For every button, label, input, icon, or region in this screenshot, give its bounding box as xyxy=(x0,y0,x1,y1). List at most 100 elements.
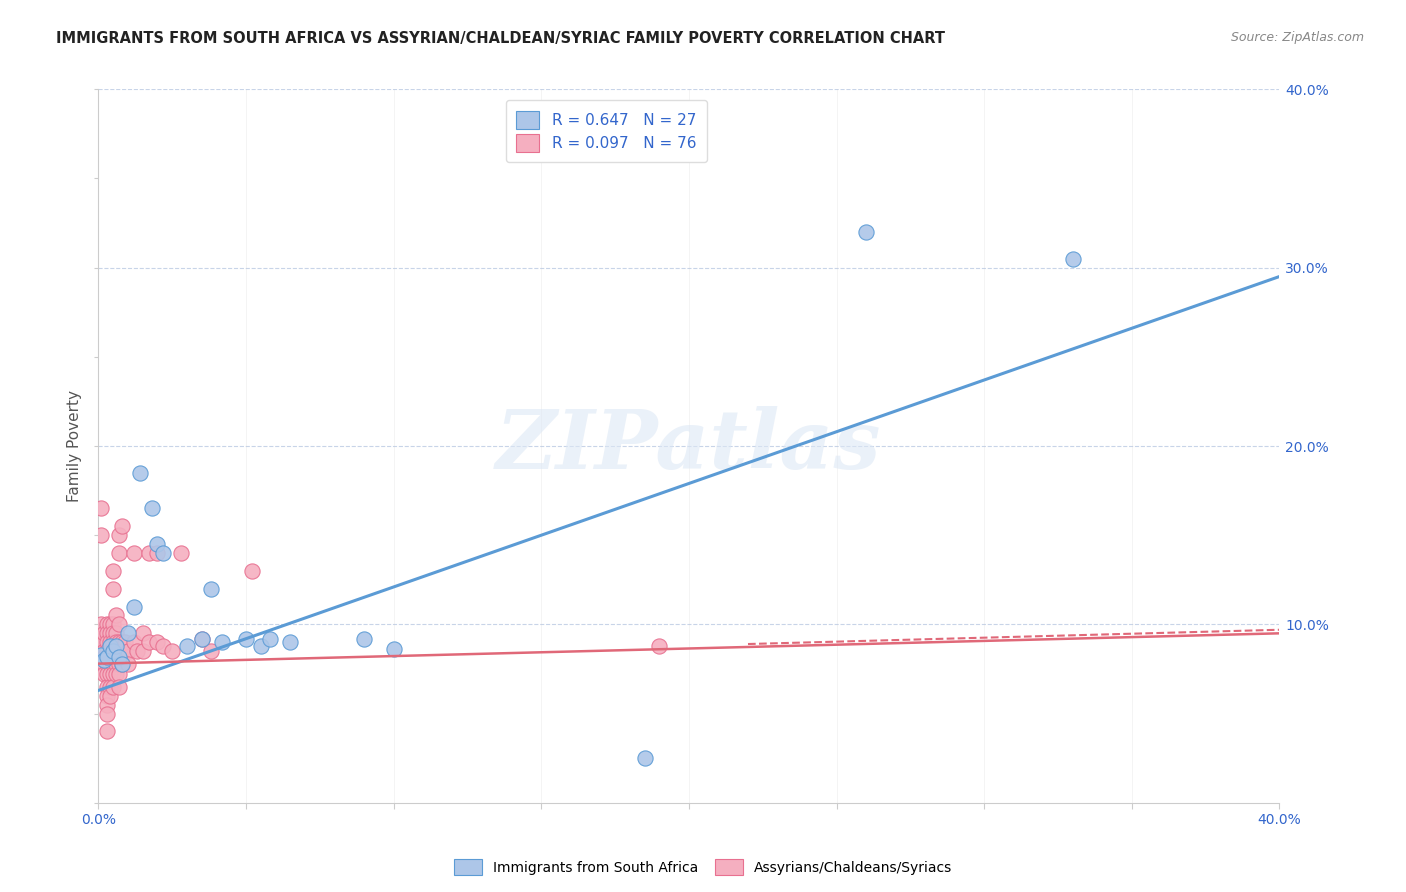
Point xyxy=(93,653,115,667)
Point xyxy=(200,582,222,596)
Point xyxy=(648,639,671,653)
Point xyxy=(855,225,877,239)
Point xyxy=(103,667,125,681)
Point xyxy=(117,657,139,671)
Point xyxy=(146,537,169,551)
Point xyxy=(103,644,125,658)
Point xyxy=(146,546,169,560)
Point xyxy=(103,626,125,640)
Point xyxy=(96,626,118,640)
Point xyxy=(108,680,131,694)
Point xyxy=(152,639,174,653)
Point xyxy=(96,724,118,739)
Point xyxy=(117,644,139,658)
Point xyxy=(122,635,145,649)
Point xyxy=(93,667,115,681)
Point xyxy=(200,644,222,658)
Point xyxy=(93,657,115,671)
Point xyxy=(103,582,125,596)
Legend: R = 0.647   N = 27, R = 0.097   N = 76: R = 0.647 N = 27, R = 0.097 N = 76 xyxy=(506,101,707,162)
Point xyxy=(191,632,214,646)
Point xyxy=(96,689,118,703)
Point xyxy=(90,501,112,516)
Point xyxy=(98,649,121,664)
Point xyxy=(111,635,134,649)
Point xyxy=(122,599,145,614)
Point xyxy=(633,751,655,765)
Point xyxy=(170,546,193,560)
Point xyxy=(93,649,115,664)
Point xyxy=(93,626,115,640)
Point xyxy=(125,644,148,658)
Point xyxy=(96,635,118,649)
Point xyxy=(111,644,134,658)
Point xyxy=(138,635,160,649)
Point xyxy=(108,617,131,632)
Point xyxy=(240,564,263,578)
Point xyxy=(382,642,405,657)
Point xyxy=(138,546,160,560)
Point xyxy=(93,635,115,649)
Point xyxy=(235,632,257,646)
Point xyxy=(278,635,302,649)
Point xyxy=(108,644,131,658)
Text: ZIPatlas: ZIPatlas xyxy=(496,406,882,486)
Text: IMMIGRANTS FROM SOUTH AFRICA VS ASSYRIAN/CHALDEAN/SYRIAC FAMILY POVERTY CORRELAT: IMMIGRANTS FROM SOUTH AFRICA VS ASSYRIAN… xyxy=(56,31,945,46)
Point xyxy=(96,667,118,681)
Point xyxy=(105,635,128,649)
Point xyxy=(176,639,198,653)
Point xyxy=(96,680,118,694)
Point xyxy=(353,632,375,646)
Point xyxy=(103,657,125,671)
Point xyxy=(98,639,121,653)
Point xyxy=(98,657,121,671)
Point xyxy=(128,466,150,480)
Point xyxy=(122,546,145,560)
Point xyxy=(103,635,125,649)
Point xyxy=(108,649,131,664)
Point xyxy=(191,632,214,646)
Legend: Immigrants from South Africa, Assyrians/Chaldeans/Syriacs: Immigrants from South Africa, Assyrians/… xyxy=(449,854,957,880)
Point xyxy=(90,528,112,542)
Point xyxy=(98,644,121,658)
Point xyxy=(98,689,121,703)
Point xyxy=(96,649,118,664)
Point xyxy=(96,617,118,632)
Point xyxy=(111,519,134,533)
Point xyxy=(105,626,128,640)
Point xyxy=(105,657,128,671)
Point xyxy=(162,644,183,658)
Point xyxy=(108,528,131,542)
Point xyxy=(105,644,128,658)
Point xyxy=(105,639,128,653)
Point xyxy=(1062,252,1084,266)
Point xyxy=(96,706,118,721)
Point xyxy=(98,680,121,694)
Point xyxy=(152,546,174,560)
Text: Source: ZipAtlas.com: Source: ZipAtlas.com xyxy=(1230,31,1364,45)
Y-axis label: Family Poverty: Family Poverty xyxy=(67,390,83,502)
Point xyxy=(96,649,118,664)
Point xyxy=(250,639,273,653)
Point xyxy=(90,648,112,662)
Point xyxy=(93,644,115,658)
Point xyxy=(98,617,121,632)
Point xyxy=(111,657,134,671)
Point xyxy=(96,644,118,658)
Point xyxy=(108,667,131,681)
Point xyxy=(108,546,131,560)
Point xyxy=(211,635,233,649)
Point xyxy=(96,657,118,671)
Point xyxy=(111,657,134,671)
Point xyxy=(105,608,128,623)
Point xyxy=(141,501,163,516)
Point xyxy=(114,635,136,649)
Point xyxy=(103,617,125,632)
Point xyxy=(103,680,125,694)
Point xyxy=(132,626,155,640)
Point xyxy=(98,667,121,681)
Point xyxy=(98,626,121,640)
Point xyxy=(132,644,155,658)
Point xyxy=(103,644,125,658)
Point xyxy=(105,667,128,681)
